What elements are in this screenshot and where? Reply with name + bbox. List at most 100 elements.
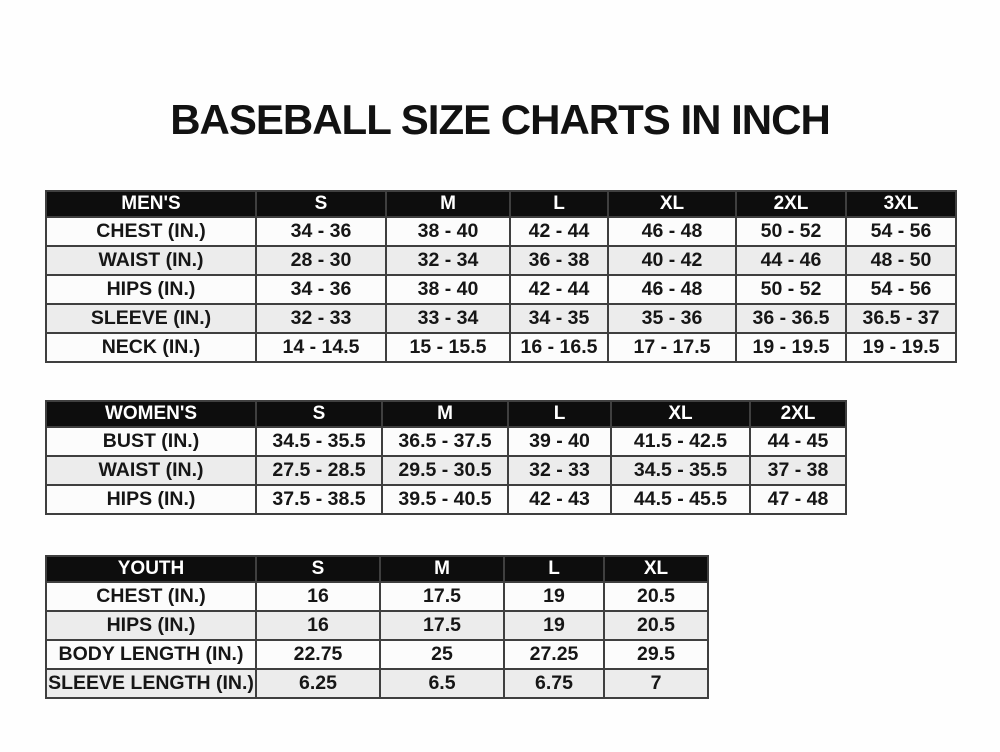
size-value-cell: 17.5 — [379, 610, 505, 641]
size-value-cell: 19 - 19.5 — [845, 332, 957, 363]
size-value-cell: 32 - 34 — [385, 245, 511, 276]
size-value-cell: 29.5 — [603, 639, 709, 670]
column-header-s: S — [255, 555, 381, 583]
size-value-cell: 6.5 — [379, 668, 505, 699]
row-label: CHEST (IN.) — [45, 216, 257, 247]
size-value-cell: 42 - 44 — [509, 216, 609, 247]
size-value-cell: 44.5 - 45.5 — [610, 484, 751, 515]
size-value-cell: 50 - 52 — [735, 274, 847, 305]
size-value-cell: 6.25 — [255, 668, 381, 699]
size-value-cell: 38 - 40 — [385, 274, 511, 305]
column-header-xl: XL — [610, 400, 751, 428]
column-header-s: S — [255, 400, 383, 428]
row-label: WAIST (IN.) — [45, 245, 257, 276]
size-value-cell: 20.5 — [603, 610, 709, 641]
size-value-cell: 20.5 — [603, 581, 709, 612]
column-header-l: L — [509, 190, 609, 218]
table-title-youth: YOUTH — [45, 555, 257, 583]
size-value-cell: 42 - 44 — [509, 274, 609, 305]
size-value-cell: 42 - 43 — [507, 484, 612, 515]
table-header-row: YOUTH S M L XL — [45, 555, 709, 583]
table-title-mens: MEN'S — [45, 190, 257, 218]
page-title: BASEBALL SIZE CHARTS IN INCH — [170, 96, 831, 144]
column-header-s: S — [255, 190, 387, 218]
size-value-cell: 34 - 36 — [255, 216, 387, 247]
table-row-neck: NECK (IN.) 14 - 14.5 15 - 15.5 16 - 16.5… — [45, 332, 957, 363]
size-value-cell: 27.5 - 28.5 — [255, 455, 383, 486]
row-label: HIPS (IN.) — [45, 610, 257, 641]
size-value-cell: 16 — [255, 610, 381, 641]
size-value-cell: 17.5 — [379, 581, 505, 612]
size-value-cell: 32 - 33 — [507, 455, 612, 486]
column-header-2xl: 2XL — [735, 190, 847, 218]
row-label: NECK (IN.) — [45, 332, 257, 363]
size-value-cell: 7 — [603, 668, 709, 699]
table-row-sleeve-length: SLEEVE LENGTH (IN.) 6.25 6.5 6.75 7 — [45, 668, 709, 699]
row-label: HIPS (IN.) — [45, 274, 257, 305]
size-value-cell: 47 - 48 — [749, 484, 847, 515]
table-row-waist: WAIST (IN.) 28 - 30 32 - 34 36 - 38 40 -… — [45, 245, 957, 276]
column-header-m: M — [379, 555, 505, 583]
size-value-cell: 54 - 56 — [845, 274, 957, 305]
table-row-hips: HIPS (IN.) 34 - 36 38 - 40 42 - 44 46 - … — [45, 274, 957, 305]
size-value-cell: 33 - 34 — [385, 303, 511, 334]
size-value-cell: 15 - 15.5 — [385, 332, 511, 363]
womens-size-table: WOMEN'S S M L XL 2XL BUST (IN.) 34.5 - 3… — [45, 400, 847, 515]
size-value-cell: 40 - 42 — [607, 245, 737, 276]
size-value-cell: 19 — [503, 581, 605, 612]
size-value-cell: 36 - 38 — [509, 245, 609, 276]
column-header-3xl: 3XL — [845, 190, 957, 218]
size-value-cell: 16 — [255, 581, 381, 612]
size-value-cell: 28 - 30 — [255, 245, 387, 276]
table-row-sleeve: SLEEVE (IN.) 32 - 33 33 - 34 34 - 35 35 … — [45, 303, 957, 334]
column-header-l: L — [503, 555, 605, 583]
size-value-cell: 39 - 40 — [507, 426, 612, 457]
column-header-2xl: 2XL — [749, 400, 847, 428]
size-value-cell: 37 - 38 — [749, 455, 847, 486]
size-value-cell: 34.5 - 35.5 — [255, 426, 383, 457]
size-value-cell: 44 - 46 — [735, 245, 847, 276]
size-value-cell: 19 - 19.5 — [735, 332, 847, 363]
column-header-xl: XL — [607, 190, 737, 218]
size-value-cell: 22.75 — [255, 639, 381, 670]
size-value-cell: 25 — [379, 639, 505, 670]
table-row-hips: HIPS (IN.) 37.5 - 38.5 39.5 - 40.5 42 - … — [45, 484, 847, 515]
mens-size-table: MEN'S S M L XL 2XL 3XL CHEST (IN.) 34 - … — [45, 190, 957, 363]
size-value-cell: 46 - 48 — [607, 274, 737, 305]
table-row-waist: WAIST (IN.) 27.5 - 28.5 29.5 - 30.5 32 -… — [45, 455, 847, 486]
size-value-cell: 32 - 33 — [255, 303, 387, 334]
row-label: SLEEVE LENGTH (IN.) — [45, 668, 257, 699]
table-row-chest: CHEST (IN.) 16 17.5 19 20.5 — [45, 581, 709, 612]
size-value-cell: 6.75 — [503, 668, 605, 699]
row-label: WAIST (IN.) — [45, 455, 257, 486]
size-value-cell: 39.5 - 40.5 — [381, 484, 509, 515]
size-value-cell: 44 - 45 — [749, 426, 847, 457]
size-value-cell: 41.5 - 42.5 — [610, 426, 751, 457]
column-header-m: M — [381, 400, 509, 428]
size-value-cell: 36.5 - 37 — [845, 303, 957, 334]
size-value-cell: 46 - 48 — [607, 216, 737, 247]
table-title-womens: WOMEN'S — [45, 400, 257, 428]
size-value-cell: 27.25 — [503, 639, 605, 670]
table-row-chest: CHEST (IN.) 34 - 36 38 - 40 42 - 44 46 -… — [45, 216, 957, 247]
size-value-cell: 34 - 36 — [255, 274, 387, 305]
row-label: SLEEVE (IN.) — [45, 303, 257, 334]
size-value-cell: 19 — [503, 610, 605, 641]
row-label: HIPS (IN.) — [45, 484, 257, 515]
row-label: BODY LENGTH (IN.) — [45, 639, 257, 670]
size-value-cell: 48 - 50 — [845, 245, 957, 276]
table-row-bust: BUST (IN.) 34.5 - 35.5 36.5 - 37.5 39 - … — [45, 426, 847, 457]
table-row-hips: HIPS (IN.) 16 17.5 19 20.5 — [45, 610, 709, 641]
size-value-cell: 50 - 52 — [735, 216, 847, 247]
row-label: BUST (IN.) — [45, 426, 257, 457]
table-header-row: MEN'S S M L XL 2XL 3XL — [45, 190, 957, 218]
size-value-cell: 36.5 - 37.5 — [381, 426, 509, 457]
size-value-cell: 54 - 56 — [845, 216, 957, 247]
column-header-l: L — [507, 400, 612, 428]
table-row-body-length: BODY LENGTH (IN.) 22.75 25 27.25 29.5 — [45, 639, 709, 670]
size-value-cell: 35 - 36 — [607, 303, 737, 334]
size-value-cell: 16 - 16.5 — [509, 332, 609, 363]
size-value-cell: 37.5 - 38.5 — [255, 484, 383, 515]
column-header-xl: XL — [603, 555, 709, 583]
